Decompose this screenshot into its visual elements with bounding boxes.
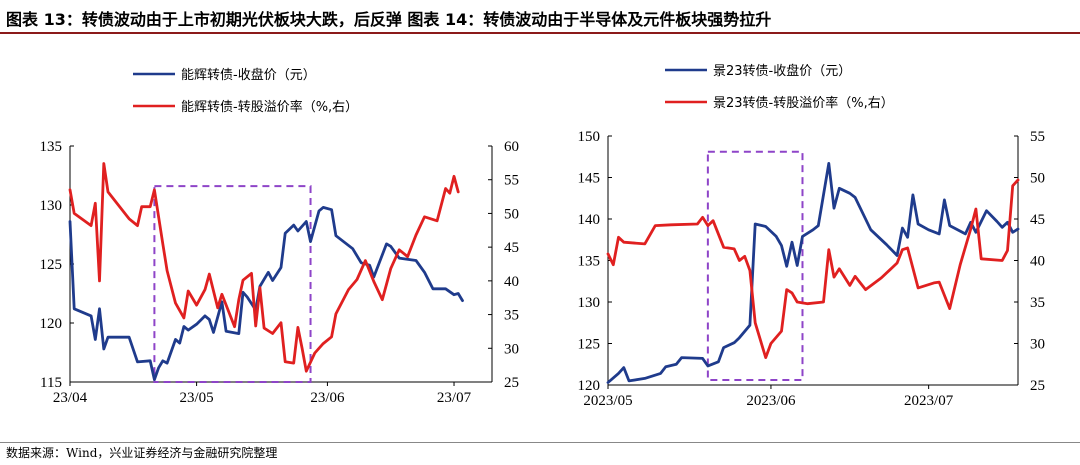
y-right-tick-label: 40	[504, 274, 519, 290]
y-left-tick-label: 140	[578, 212, 601, 228]
y-left-tick-label: 150	[578, 129, 601, 145]
legend-label-price: 能辉转债-收盘价（元）	[181, 67, 316, 83]
y-left-tick-label: 120	[40, 316, 63, 332]
y-left-tick-label: 135	[578, 254, 601, 270]
series-line-premium	[606, 178, 1020, 360]
y-right-tick-label: 40	[1030, 254, 1045, 270]
series-line-premium	[68, 162, 460, 373]
x-tick-label: 23/07	[437, 390, 472, 406]
highlight-box	[706, 150, 804, 382]
y-right-tick-label: 25	[504, 375, 519, 391]
chart-left: 能辉转债-收盘价（元） 能辉转债-转股溢价率（%,右） 115 120 125 130 13…	[40, 67, 520, 406]
y-left-tick-label: 130	[578, 295, 601, 311]
x-tick-label: 2023/05	[583, 393, 632, 409]
x-tick-label: 2023/07	[904, 393, 954, 409]
y-left-tick-label: 145	[578, 171, 601, 187]
y-right-tick-label: 60	[504, 139, 519, 155]
y-left-tick-label: 115	[40, 375, 62, 391]
y-right-tick-label: 35	[1030, 295, 1045, 311]
x-tick-label: 2023/06	[746, 393, 796, 409]
chart-right: 景23转债-收盘价（元） 景23转债-转股溢价率（%,右） 120 125 130 135…	[578, 63, 1046, 409]
y-right-tick-label: 35	[504, 308, 519, 324]
series-line-price	[68, 205, 464, 382]
highlight-box	[153, 185, 312, 383]
source-note: 数据来源：Wind，兴业证券经济与金融研究院整理	[6, 446, 278, 460]
y-right-tick-label: 45	[504, 240, 519, 256]
y-right-tick-label: 50	[1030, 171, 1045, 187]
y-right-tick-label: 45	[1030, 212, 1045, 228]
y-right-tick-label: 30	[1030, 337, 1045, 353]
x-tick-label: 23/04	[53, 390, 88, 406]
page-title: 图表 13：转债波动由于上市初期光伏板块大跌，后反弹 图表 14：转债波动由于半…	[6, 10, 772, 29]
page-header: 图表 13：转债波动由于上市初期光伏板块大跌，后反弹 图表 14：转债波动由于半…	[0, 0, 1080, 34]
x-tick-label: 23/05	[180, 390, 214, 406]
legend-label-price: 景23转债-收盘价（元）	[713, 63, 851, 79]
y-left-tick-label: 120	[578, 378, 601, 394]
x-tick-label: 23/06	[310, 390, 345, 406]
header-divider	[0, 32, 1080, 34]
legend-label-premium: 能辉转债-转股溢价率（%,右）	[181, 99, 358, 115]
y-right-tick-label: 25	[1030, 378, 1045, 394]
legend-label-premium: 景23转债-转股溢价率（%,右）	[713, 95, 894, 111]
y-left-tick-label: 125	[578, 337, 601, 353]
y-left-tick-label: 130	[40, 198, 63, 214]
y-right-tick-label: 55	[504, 173, 519, 189]
footer-divider	[0, 442, 1080, 443]
y-right-tick-label: 55	[1030, 129, 1045, 145]
y-left-tick-label: 125	[40, 257, 63, 273]
y-right-tick-label: 30	[504, 341, 519, 357]
y-right-tick-label: 50	[504, 206, 519, 222]
series-line-price	[606, 161, 1020, 384]
y-left-tick-label: 135	[40, 139, 63, 155]
